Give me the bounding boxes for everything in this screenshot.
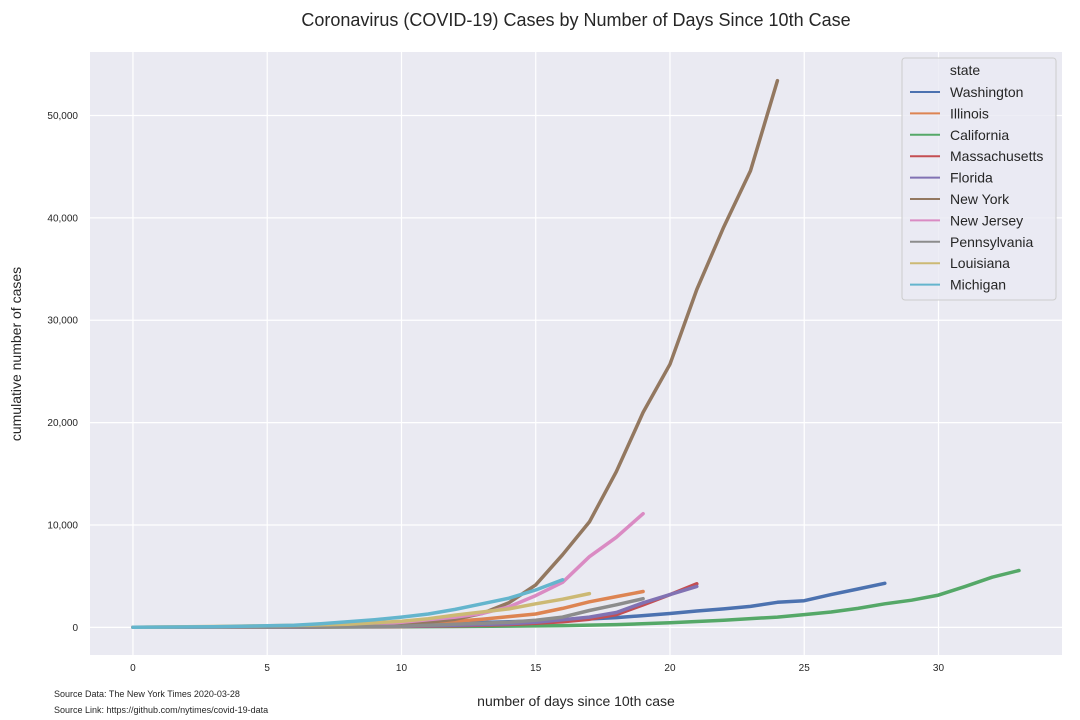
legend-label: Pennsylvania bbox=[950, 234, 1033, 250]
x-tick-label: 20 bbox=[664, 663, 676, 674]
series-lines bbox=[131, 78, 1021, 630]
legend-label: New Jersey bbox=[950, 212, 1023, 228]
y-tick-label: 30,000 bbox=[47, 316, 78, 327]
legend-label: Illinois bbox=[950, 105, 989, 121]
series-line-michigan bbox=[131, 578, 565, 630]
legend-label: Louisiana bbox=[950, 255, 1010, 271]
y-tick-label: 10,000 bbox=[47, 520, 78, 531]
legend-label: Florida bbox=[950, 170, 993, 186]
axis-ticks: 0 5 10 15 20 25 30 0 10,000 20,000 30,000 40,000 50,… bbox=[47, 111, 944, 674]
y-tick-label: 20,000 bbox=[47, 418, 78, 429]
legend-label: Washington bbox=[950, 84, 1023, 100]
source-link-note: Source Link: https://github.com/nytimes/… bbox=[54, 705, 269, 715]
y-axis-label: cumulative number of cases bbox=[8, 267, 24, 441]
legend: state Washington Illinois California Massac… bbox=[901, 57, 1057, 301]
x-tick-label: 0 bbox=[130, 663, 136, 674]
legend-label: Massachusetts bbox=[950, 148, 1043, 164]
source-data-note: Source Data: The New York Times 2020-03-… bbox=[54, 689, 240, 699]
legend-box bbox=[901, 57, 1057, 301]
x-tick-label: 25 bbox=[799, 663, 811, 674]
legend-label: Michigan bbox=[950, 277, 1006, 293]
chart-title: Coronavirus (COVID-19) Cases by Number o… bbox=[301, 10, 850, 30]
x-tick-label: 5 bbox=[264, 663, 270, 674]
legend-label: California bbox=[950, 127, 1009, 143]
y-tick-label: 0 bbox=[72, 623, 78, 634]
x-tick-label: 15 bbox=[530, 663, 542, 674]
plot-area bbox=[90, 52, 1062, 655]
x-tick-label: 30 bbox=[933, 663, 945, 674]
y-tick-label: 40,000 bbox=[47, 213, 78, 224]
series-line-pennsylvania bbox=[131, 596, 645, 630]
x-tick-label: 10 bbox=[396, 663, 408, 674]
legend-title: state bbox=[950, 62, 981, 78]
legend-items: Washington Illinois California Massachusett… bbox=[910, 84, 1043, 293]
y-tick-label: 50,000 bbox=[47, 111, 78, 122]
x-axis-label: number of days since 10th case bbox=[477, 693, 675, 709]
legend-label: New York bbox=[950, 191, 1010, 207]
